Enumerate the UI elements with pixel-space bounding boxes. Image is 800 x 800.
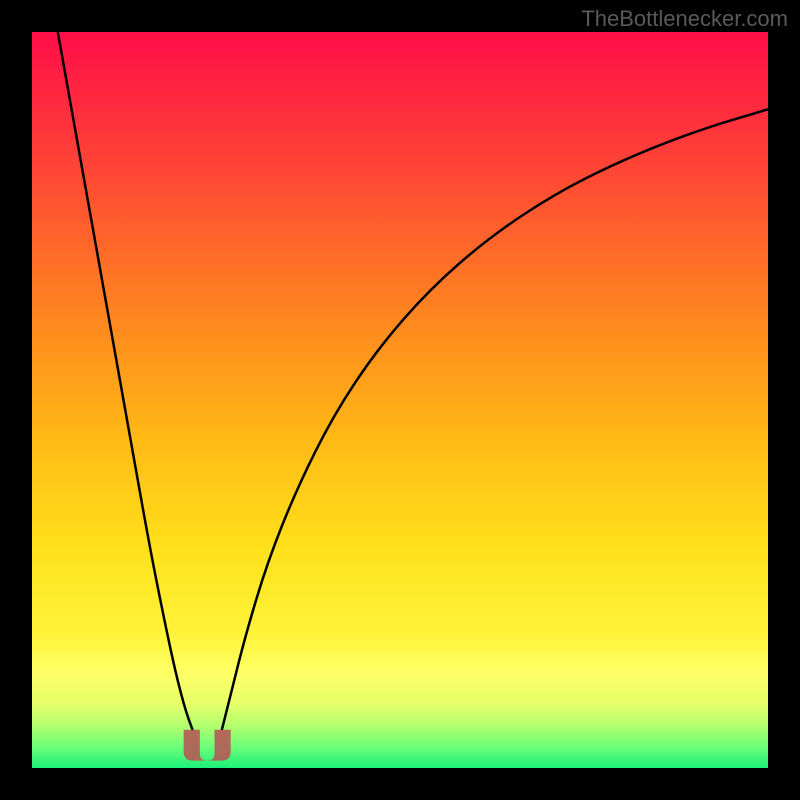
chart-container: TheBottlenecker.com: [0, 0, 800, 800]
plot-area: [32, 32, 768, 768]
bottom-u-marker: [184, 730, 231, 761]
curve-left-branch: [58, 32, 193, 730]
bottleneck-curve: [32, 32, 768, 768]
watermark-text: TheBottlenecker.com: [581, 6, 788, 32]
curve-right-branch: [222, 109, 768, 729]
